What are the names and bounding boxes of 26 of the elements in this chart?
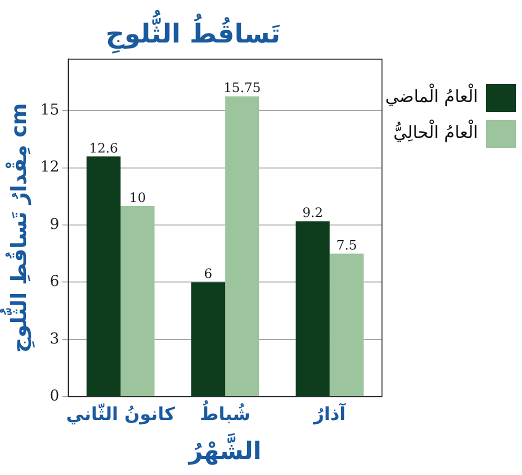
data-label: 12.6 bbox=[89, 141, 118, 156]
x-tick-label: شُباطُ bbox=[200, 400, 250, 426]
bar bbox=[191, 282, 226, 396]
y-tick-label: 15 bbox=[40, 100, 60, 119]
y-tick-label: 12 bbox=[40, 158, 60, 176]
chart-title: تَساقُطُ الثُّلوجِ bbox=[106, 9, 280, 54]
bar bbox=[86, 156, 121, 396]
x-tick-label: كانونُ الثّاني bbox=[66, 402, 176, 426]
bar bbox=[296, 221, 330, 396]
y-axis-title: مِقْدارُ تَساقُطِ الثُّلوجِ cm bbox=[0, 103, 36, 353]
legend-label: الْعامُ الْماضي bbox=[384, 82, 479, 109]
x-axis-title: الشَّهْرُ bbox=[188, 432, 262, 465]
y-tick-label: 6 bbox=[50, 272, 60, 290]
x-tick-label: آذارُ bbox=[312, 402, 347, 426]
bar bbox=[225, 96, 260, 396]
data-label: 7.5 bbox=[336, 238, 358, 254]
legend-label: الْعامُ الْحالِيُّ bbox=[392, 118, 479, 145]
y-tick-label: 0 bbox=[50, 386, 60, 404]
y-tick-label: 9 bbox=[50, 214, 60, 233]
data-label: 15.75 bbox=[224, 81, 261, 96]
bar bbox=[330, 254, 364, 396]
y-tick-label: 3 bbox=[50, 329, 60, 348]
data-label: 6 bbox=[204, 267, 212, 282]
data-label: 9.2 bbox=[302, 206, 324, 222]
data-label: 10 bbox=[129, 190, 146, 206]
bar bbox=[120, 206, 155, 396]
